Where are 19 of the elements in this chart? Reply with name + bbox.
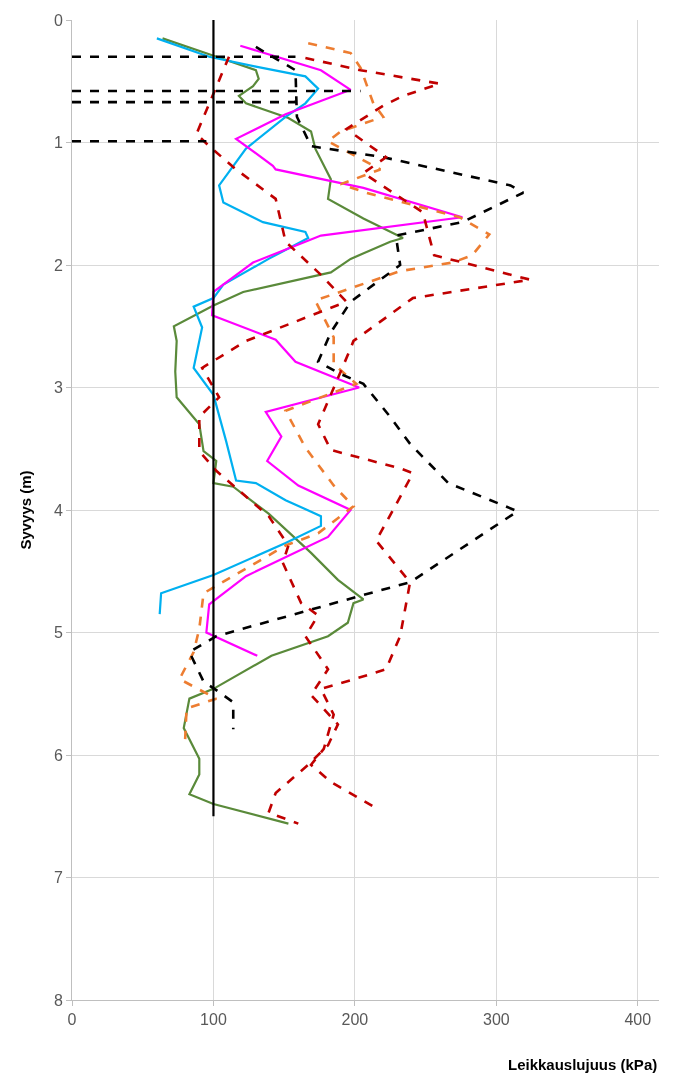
y-tick-label: 4 (53, 501, 63, 519)
y-tick-label: 0 (53, 11, 63, 29)
x-axis-title: Leikkauslujuus (kPa) (508, 1056, 658, 1073)
y-tick-label: 6 (53, 746, 63, 764)
x-tick-label: 300 (482, 1011, 510, 1029)
y-tick-label: 8 (53, 991, 63, 1009)
y-axis-title: Syvyys (m) (17, 470, 35, 550)
y-tick-label: 5 (53, 624, 63, 642)
x-tick-label: 100 (200, 1011, 227, 1029)
y-tick-label: 1 (53, 134, 63, 152)
line-series (155, 37, 323, 616)
y-tick-label: 7 (53, 869, 63, 887)
y-tick-label: 2 (53, 256, 63, 274)
y-tick-label: 3 (53, 379, 63, 397)
x-tick-label: 200 (341, 1011, 369, 1029)
line-series (205, 44, 464, 657)
line-series (161, 37, 405, 825)
x-tick-label: 400 (624, 1011, 652, 1029)
x-tick-label: 0 (67, 1011, 77, 1029)
